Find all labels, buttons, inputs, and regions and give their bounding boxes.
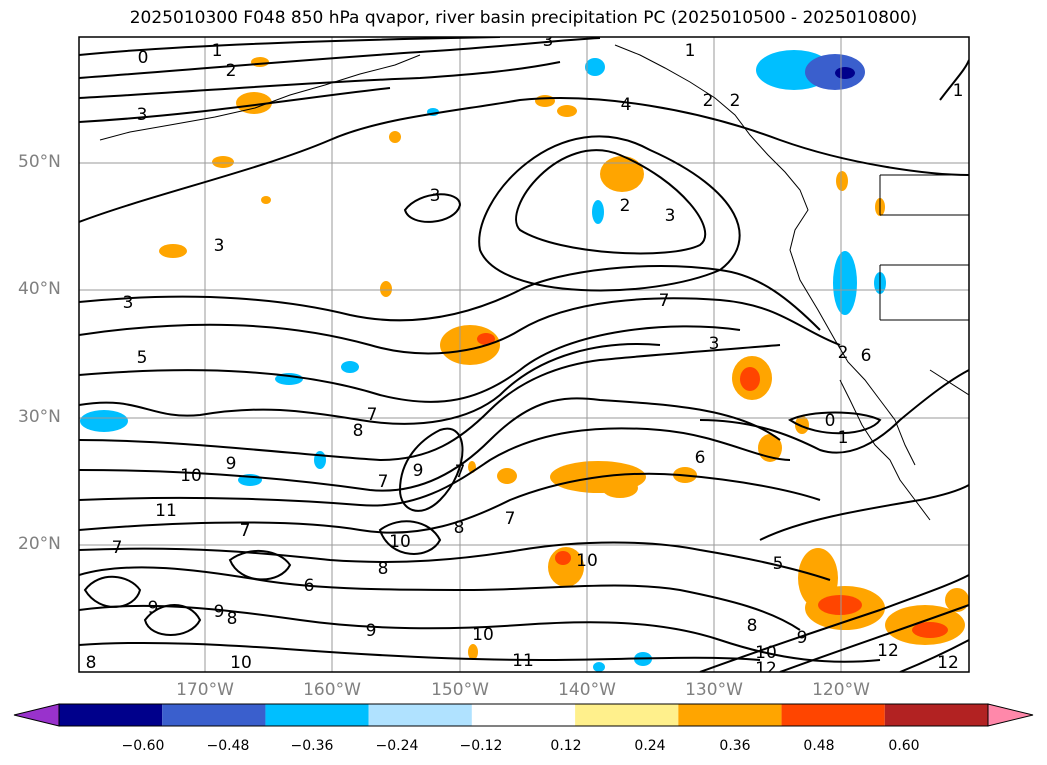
contour-label: 8: [86, 653, 97, 673]
contour-label: 7: [455, 462, 466, 482]
colorbar-segment: [162, 704, 266, 726]
colorbar-extend-min: [13, 703, 60, 727]
contour-label: 3: [123, 293, 134, 313]
contour-label: 8: [454, 518, 465, 538]
colorbar-tick-label: 0.24: [634, 738, 666, 754]
colorbar-segment: [781, 704, 885, 726]
contour-label: 1: [838, 428, 849, 448]
colorbar-tick-label: 0.48: [803, 738, 835, 754]
contour-label: 3: [137, 105, 148, 125]
contour-label: 0: [825, 411, 836, 431]
contour-label: 2: [620, 196, 631, 216]
colorbar: [13, 703, 1034, 727]
contour-label: 2: [226, 61, 237, 81]
coastlines: [99, 44, 969, 521]
contour-label: 3: [709, 334, 720, 354]
contour-label: 7: [505, 509, 516, 529]
contour-label: 7: [659, 291, 670, 311]
contour-label: 6: [304, 576, 315, 596]
contour-label: 7: [112, 538, 123, 558]
contour-label: 2: [703, 91, 714, 111]
contour-label: 1: [953, 81, 964, 101]
lat-label-40n: 40°N: [18, 279, 61, 299]
lon-label-160w: 160°W: [303, 680, 361, 700]
contour-label: 10: [389, 532, 411, 552]
contour-label: 12: [877, 641, 899, 661]
contour-label: 3: [430, 186, 441, 206]
colorbar-tick-label: 0.60: [888, 738, 920, 754]
colorbar-segment: [368, 704, 472, 726]
colorbar-segment: [575, 704, 679, 726]
colorbar-segment: [265, 704, 369, 726]
contour-label: 9: [214, 602, 225, 622]
lon-label-130w: 130°W: [685, 680, 743, 700]
map-title: 2025010300 F048 850 hPa qvapor, river ba…: [129, 8, 918, 28]
colorbar-extend-max: [987, 703, 1034, 727]
contour-label: 3: [665, 206, 676, 226]
contour-label: 7: [378, 472, 389, 492]
contour-label: 9: [226, 454, 237, 474]
contour-label: 12: [755, 659, 777, 679]
contour-label: 10: [472, 625, 494, 645]
colorbar-tick-label: −0.48: [206, 738, 250, 754]
colorbar-segment: [884, 704, 988, 726]
contour-label: 10: [576, 551, 598, 571]
contour-label: 8: [353, 421, 364, 441]
contour-label: 10: [755, 643, 777, 663]
lon-label-140w: 140°W: [558, 680, 616, 700]
contour-label: 12: [937, 653, 959, 673]
contour-label: 10: [230, 653, 252, 673]
colorbar-frame: [58, 703, 989, 727]
colorbar-segment: [471, 704, 576, 726]
lon-label-170w: 170°W: [176, 680, 234, 700]
colorbar-segment: [678, 704, 782, 726]
contour-label: 6: [861, 346, 872, 366]
colorbar-tick-label: −0.12: [459, 738, 503, 754]
contour-label: 7: [367, 405, 378, 425]
contour-label: 2: [838, 343, 849, 363]
contour-label: 8: [378, 559, 389, 579]
lon-label-120w: 120°W: [812, 680, 870, 700]
contour-label: 7: [240, 521, 251, 541]
contour-label: 2: [730, 91, 741, 111]
colorbar-segment: [59, 704, 163, 726]
contour-label: 8: [747, 616, 758, 636]
lat-label-30n: 30°N: [18, 407, 61, 427]
contour-label: 9: [148, 598, 159, 618]
qvapor-contours: [79, 37, 969, 672]
graticule: [79, 37, 969, 672]
contour-label: 11: [512, 651, 534, 671]
colorbar-tick-label: −0.36: [290, 738, 334, 754]
contour-label: 0: [138, 48, 149, 68]
colorbar-tick-label: 0.12: [550, 738, 582, 754]
contour-label: 11: [155, 501, 177, 521]
colorbar-tick-label: −0.24: [375, 738, 419, 754]
contour-label: 9: [797, 628, 808, 648]
contour-label: 9: [366, 621, 377, 641]
contour-label: 4: [621, 95, 632, 115]
lat-label-20n: 20°N: [18, 534, 61, 554]
contour-label: 5: [137, 348, 148, 368]
contour-label: 1: [685, 41, 696, 61]
lon-label-150w: 150°W: [431, 680, 489, 700]
lat-label-50n: 50°N: [18, 152, 61, 172]
contour-label: 5: [773, 554, 784, 574]
contour-label: 8: [227, 609, 238, 629]
contour-label: 10: [180, 466, 202, 486]
contour-label: 3: [543, 31, 554, 51]
map-frame: [78, 36, 970, 673]
contour-label: 9: [413, 461, 424, 481]
colorbar-tick-label: −0.60: [121, 738, 165, 754]
colorbar-tick-label: 0.36: [719, 738, 751, 754]
contour-label: 6: [695, 448, 706, 468]
contour-label: 1: [212, 41, 223, 61]
contour-label: 3: [214, 236, 225, 256]
